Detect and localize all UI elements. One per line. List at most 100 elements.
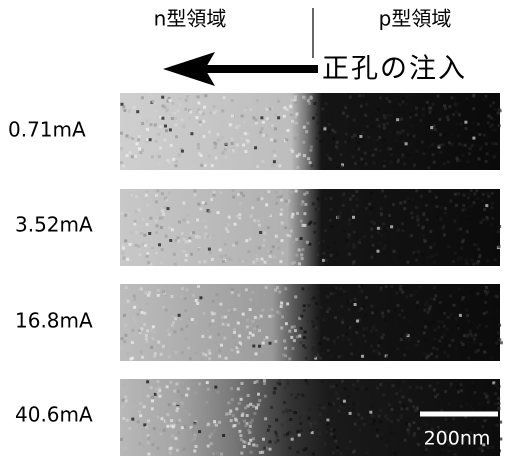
- noise: [155, 219, 158, 222]
- noise: [150, 346, 153, 349]
- noise: [463, 194, 466, 197]
- noise: [253, 219, 256, 222]
- noise: [379, 409, 382, 412]
- noise: [328, 157, 331, 160]
- noise: [345, 332, 348, 335]
- noise: [438, 118, 441, 121]
- noise: [146, 340, 149, 343]
- noise: [139, 414, 142, 417]
- noise: [160, 262, 163, 265]
- noise: [291, 120, 294, 123]
- noise: [416, 306, 419, 309]
- noise: [249, 403, 252, 406]
- noise: [126, 352, 129, 355]
- noise: [460, 122, 463, 125]
- noise: [245, 139, 248, 142]
- noise: [157, 294, 160, 297]
- noise: [353, 119, 356, 122]
- noise: [127, 300, 130, 303]
- noise: [497, 387, 500, 390]
- noise: [498, 402, 501, 405]
- noise: [377, 334, 380, 337]
- noise: [330, 254, 333, 257]
- noise: [479, 254, 482, 257]
- noise: [387, 310, 390, 313]
- noise: [138, 248, 141, 251]
- noise: [238, 217, 241, 220]
- noise: [218, 355, 221, 358]
- noise: [421, 227, 424, 230]
- noise: [465, 127, 468, 130]
- noise: [155, 200, 158, 203]
- noise: [194, 423, 197, 426]
- noise: [189, 110, 192, 113]
- noise: [255, 255, 258, 258]
- noise: [359, 135, 362, 138]
- noise: [208, 288, 211, 291]
- noise: [407, 429, 410, 432]
- noise: [275, 235, 278, 238]
- noise: [202, 135, 205, 138]
- noise: [124, 447, 127, 450]
- noise: [356, 236, 359, 239]
- noise: [188, 413, 191, 416]
- noise: [482, 193, 485, 196]
- noise: [377, 344, 380, 347]
- noise: [383, 160, 386, 163]
- noise: [150, 386, 153, 389]
- noise: [308, 417, 311, 420]
- noise: [299, 416, 302, 419]
- noise: [325, 317, 328, 320]
- noise: [239, 341, 242, 344]
- noise: [238, 213, 241, 216]
- noise: [391, 408, 394, 411]
- noise: [406, 197, 409, 200]
- noise: [448, 214, 451, 217]
- arrow-label: 正孔の注入: [322, 54, 467, 85]
- noise: [259, 131, 262, 134]
- noise: [422, 107, 425, 110]
- noise: [474, 334, 477, 337]
- noise: [232, 336, 235, 339]
- noise: [476, 214, 479, 217]
- noise: [249, 439, 252, 442]
- noise: [152, 116, 155, 119]
- noise: [281, 315, 284, 318]
- noise: [147, 419, 150, 422]
- noise: [383, 209, 386, 212]
- noise: [394, 452, 397, 455]
- noise: [231, 349, 234, 352]
- noise: [133, 294, 136, 297]
- noise: [403, 336, 406, 339]
- noise: [308, 102, 311, 105]
- noise: [450, 96, 453, 99]
- noise: [399, 202, 402, 205]
- noise: [228, 216, 231, 219]
- noise: [139, 308, 142, 311]
- noise: [344, 140, 347, 143]
- noise: [443, 104, 446, 107]
- noise: [286, 379, 289, 382]
- noise: [254, 146, 257, 149]
- noise: [219, 349, 222, 352]
- noise: [322, 240, 325, 243]
- noise: [421, 141, 424, 144]
- noise: [291, 99, 294, 102]
- noise: [293, 339, 296, 342]
- noise: [365, 103, 368, 106]
- noise: [380, 213, 383, 216]
- noise: [392, 384, 395, 387]
- noise: [219, 248, 222, 251]
- noise: [249, 149, 252, 152]
- noise: [209, 111, 212, 114]
- noise: [221, 151, 224, 154]
- noise: [309, 243, 312, 246]
- noise: [422, 158, 425, 161]
- noise: [427, 166, 430, 169]
- noise: [309, 425, 312, 428]
- noise: [122, 417, 125, 420]
- noise: [497, 230, 500, 233]
- noise: [466, 335, 469, 338]
- noise: [365, 327, 368, 330]
- noise: [405, 295, 408, 298]
